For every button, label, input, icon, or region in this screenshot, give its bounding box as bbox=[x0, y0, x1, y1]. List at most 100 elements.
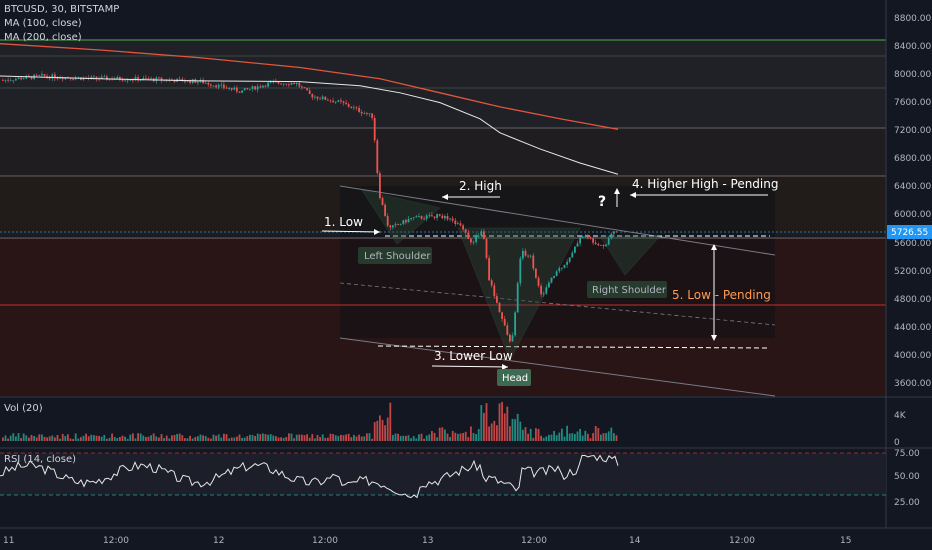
candle-body bbox=[542, 293, 545, 295]
volume-bar bbox=[540, 435, 542, 441]
volume-bar bbox=[433, 432, 436, 441]
annotations: 1. Low 2. High 3. Lower Low 4. Higher Hi… bbox=[321, 177, 778, 386]
volume-bar bbox=[402, 435, 405, 441]
volume-bar bbox=[69, 438, 72, 441]
volume-bar bbox=[613, 433, 615, 441]
volume-bar bbox=[444, 429, 446, 441]
current-price-badge bbox=[887, 225, 932, 239]
volume-bar bbox=[600, 434, 602, 441]
candle-body bbox=[613, 231, 615, 234]
ma200-legend[interactable]: MA (200, close) bbox=[4, 32, 82, 43]
candle-body bbox=[496, 296, 498, 303]
volume-bar bbox=[145, 436, 147, 441]
volume-bar bbox=[228, 438, 230, 441]
lower-low-arrow bbox=[431, 365, 509, 368]
candle-body bbox=[418, 216, 420, 217]
candle-body bbox=[43, 74, 46, 76]
volume-bar bbox=[503, 413, 506, 441]
candle-body bbox=[412, 217, 415, 219]
candle-body bbox=[137, 77, 139, 81]
candle-body bbox=[464, 229, 467, 233]
candle-body bbox=[592, 238, 594, 243]
volume-bar bbox=[46, 437, 48, 441]
high-label: 2. High bbox=[459, 179, 502, 193]
volume-bar bbox=[272, 435, 275, 441]
volume-bar bbox=[303, 435, 306, 441]
candle-body bbox=[371, 113, 373, 118]
volume-bar bbox=[251, 435, 254, 441]
volume-bar bbox=[119, 437, 121, 441]
volume-bar bbox=[483, 412, 485, 441]
candle-body bbox=[475, 236, 477, 242]
candle-body bbox=[498, 302, 501, 313]
volume-bar bbox=[550, 434, 553, 441]
volume-bar bbox=[38, 434, 41, 441]
price-tick: 3600.00 bbox=[894, 379, 931, 389]
candle-body bbox=[342, 101, 345, 103]
candle-body bbox=[431, 215, 433, 217]
rsi-tick: 75.00 bbox=[894, 449, 920, 459]
rsi-pane-label[interactable]: RSI (14, close) bbox=[4, 454, 77, 465]
volume-bar bbox=[347, 433, 350, 441]
candle-body bbox=[561, 267, 563, 269]
volume-bar bbox=[85, 433, 87, 441]
left-shoulder-shape bbox=[361, 189, 441, 245]
head-tag-bg bbox=[497, 369, 531, 386]
volume-bar bbox=[22, 433, 25, 441]
candle-body bbox=[602, 244, 605, 247]
candle-body bbox=[223, 84, 225, 88]
volume-bar bbox=[12, 433, 15, 441]
candle-body bbox=[220, 84, 223, 86]
symbol-legend[interactable]: BTCUSD, 30, BITSTAMP bbox=[4, 4, 120, 15]
volume-bar bbox=[321, 434, 324, 441]
volume-bar bbox=[267, 434, 269, 441]
price-tick: 6000.00 bbox=[894, 210, 931, 220]
candle-body bbox=[306, 88, 308, 91]
lower-low-arrowhead bbox=[502, 364, 508, 370]
volume-bar bbox=[111, 433, 113, 441]
volume-bar bbox=[324, 437, 327, 441]
time-tick: 11 bbox=[3, 536, 14, 546]
right-shoulder-tag-bg bbox=[587, 281, 667, 298]
candle-body bbox=[511, 335, 514, 342]
candle-body bbox=[581, 236, 584, 238]
candle-body bbox=[269, 81, 272, 83]
candle-body bbox=[566, 261, 568, 265]
price-tick: 6800.00 bbox=[894, 154, 931, 164]
volume-bar bbox=[207, 437, 210, 441]
volume-pane-label[interactable]: Vol (20) bbox=[4, 403, 43, 414]
candle-body bbox=[2, 80, 4, 81]
volume-bar bbox=[576, 431, 579, 441]
ma100-legend[interactable]: MA (100, close) bbox=[4, 18, 82, 29]
price-tick: 7200.00 bbox=[894, 126, 931, 136]
candle-body bbox=[594, 242, 597, 244]
volume-bar bbox=[574, 434, 576, 441]
volume-bar bbox=[9, 435, 12, 441]
volume-bar bbox=[384, 425, 386, 441]
candle-body bbox=[610, 233, 613, 239]
candle-body bbox=[563, 264, 566, 268]
volume-bar bbox=[459, 433, 462, 441]
volume-bar bbox=[493, 420, 496, 441]
volume-bar bbox=[397, 433, 399, 441]
volume-bar bbox=[441, 427, 444, 441]
candle-body bbox=[477, 235, 480, 237]
volume-bar bbox=[368, 433, 371, 441]
volume-bar bbox=[74, 433, 77, 441]
volume-bar bbox=[290, 433, 293, 441]
volume-bar bbox=[30, 434, 33, 441]
candle-body bbox=[402, 220, 405, 224]
candle-body bbox=[282, 83, 285, 85]
volume-bar bbox=[563, 436, 566, 441]
candle-body bbox=[574, 246, 576, 253]
volume-bar bbox=[48, 436, 51, 441]
candle-body bbox=[587, 236, 589, 238]
volume-bar bbox=[514, 419, 516, 441]
candle-body bbox=[420, 216, 423, 219]
volume-bars bbox=[2, 401, 618, 441]
candle-body bbox=[446, 215, 449, 220]
volume-bar bbox=[301, 434, 303, 441]
volume-bar bbox=[462, 433, 464, 441]
candle-body bbox=[241, 90, 243, 93]
